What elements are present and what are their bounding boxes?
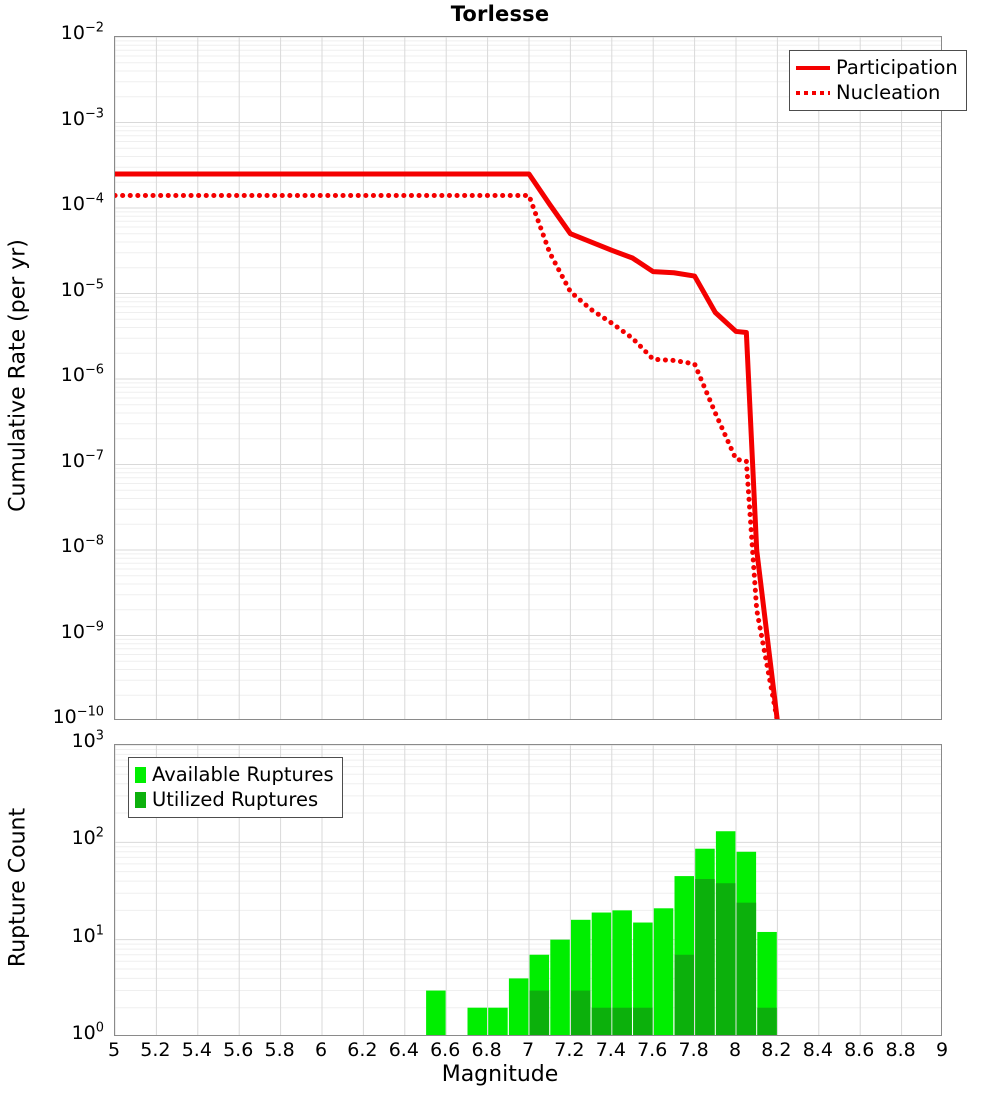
top-y-tick: 10−7 <box>60 448 104 472</box>
top-y-tick: 10−9 <box>60 619 104 643</box>
top-y-tick: 10−10 <box>52 704 104 728</box>
x-tick: 8.8 <box>885 1039 916 1061</box>
x-axis-label: Magnitude <box>441 1062 559 1087</box>
top-y-tick: 10−4 <box>60 191 104 215</box>
x-tick: 5.8 <box>264 1039 295 1061</box>
top-y-tick: 10−6 <box>60 362 104 386</box>
x-tick: 5 <box>107 1039 121 1061</box>
x-tick: 7.2 <box>554 1039 585 1061</box>
x-tick: 8 <box>728 1039 742 1061</box>
top-y-tick: 10−3 <box>60 106 104 130</box>
page-title: Torlesse <box>450 2 550 26</box>
x-tick: 5.2 <box>140 1039 171 1061</box>
x-tick: 8.2 <box>761 1039 792 1061</box>
x-tick: 6.6 <box>430 1039 461 1061</box>
nucleation-line-icon <box>796 90 830 95</box>
x-tick: 8.6 <box>844 1039 875 1061</box>
bottom-y-tick: 102 <box>71 826 104 850</box>
x-tick: 7.6 <box>637 1039 668 1061</box>
legend-label-utilized: Utilized Ruptures <box>152 788 319 811</box>
x-tick: 6 <box>314 1039 328 1061</box>
top-legend: Participation Nucleation <box>789 50 967 111</box>
x-tick: 5.4 <box>181 1039 212 1061</box>
legend-label-available: Available Ruptures <box>152 763 334 786</box>
utilized-ruptures-swatch-icon <box>135 791 146 808</box>
legend-item-participation: Participation <box>796 55 958 80</box>
participation-line-icon <box>796 65 830 70</box>
x-tick: 7.8 <box>678 1039 709 1061</box>
available-ruptures-swatch-icon <box>135 766 146 783</box>
legend-item-available: Available Ruptures <box>135 762 334 787</box>
top-y-axis-label: Cumulative Rate (per yr) <box>5 239 31 512</box>
cumulative-rate-svg <box>115 37 941 719</box>
legend-item-nucleation: Nucleation <box>796 80 958 105</box>
x-tick: 9 <box>935 1039 949 1061</box>
bottom-y-tick: 101 <box>71 923 104 947</box>
top-y-tick: 10−2 <box>60 20 104 44</box>
x-tick: 6.2 <box>347 1039 378 1061</box>
x-tick: 8.4 <box>802 1039 833 1061</box>
bottom-legend: Available Ruptures Utilized Ruptures <box>128 757 343 818</box>
top-y-tick: 10−5 <box>60 277 104 301</box>
x-tick: 5.6 <box>223 1039 254 1061</box>
x-tick: 7.4 <box>595 1039 626 1061</box>
legend-item-utilized: Utilized Ruptures <box>135 787 334 812</box>
cumulative-rate-plot <box>114 36 942 720</box>
bottom-y-axis-label: Rupture Count <box>5 807 31 968</box>
legend-label-participation: Participation <box>836 56 958 79</box>
bottom-y-tick: 103 <box>71 728 104 752</box>
x-tick: 7 <box>521 1039 535 1061</box>
x-tick: 6.8 <box>471 1039 502 1061</box>
legend-label-nucleation: Nucleation <box>836 81 941 104</box>
top-y-tick: 10−8 <box>60 533 104 557</box>
x-tick: 6.4 <box>388 1039 419 1061</box>
bottom-y-tick: 100 <box>71 1020 104 1044</box>
